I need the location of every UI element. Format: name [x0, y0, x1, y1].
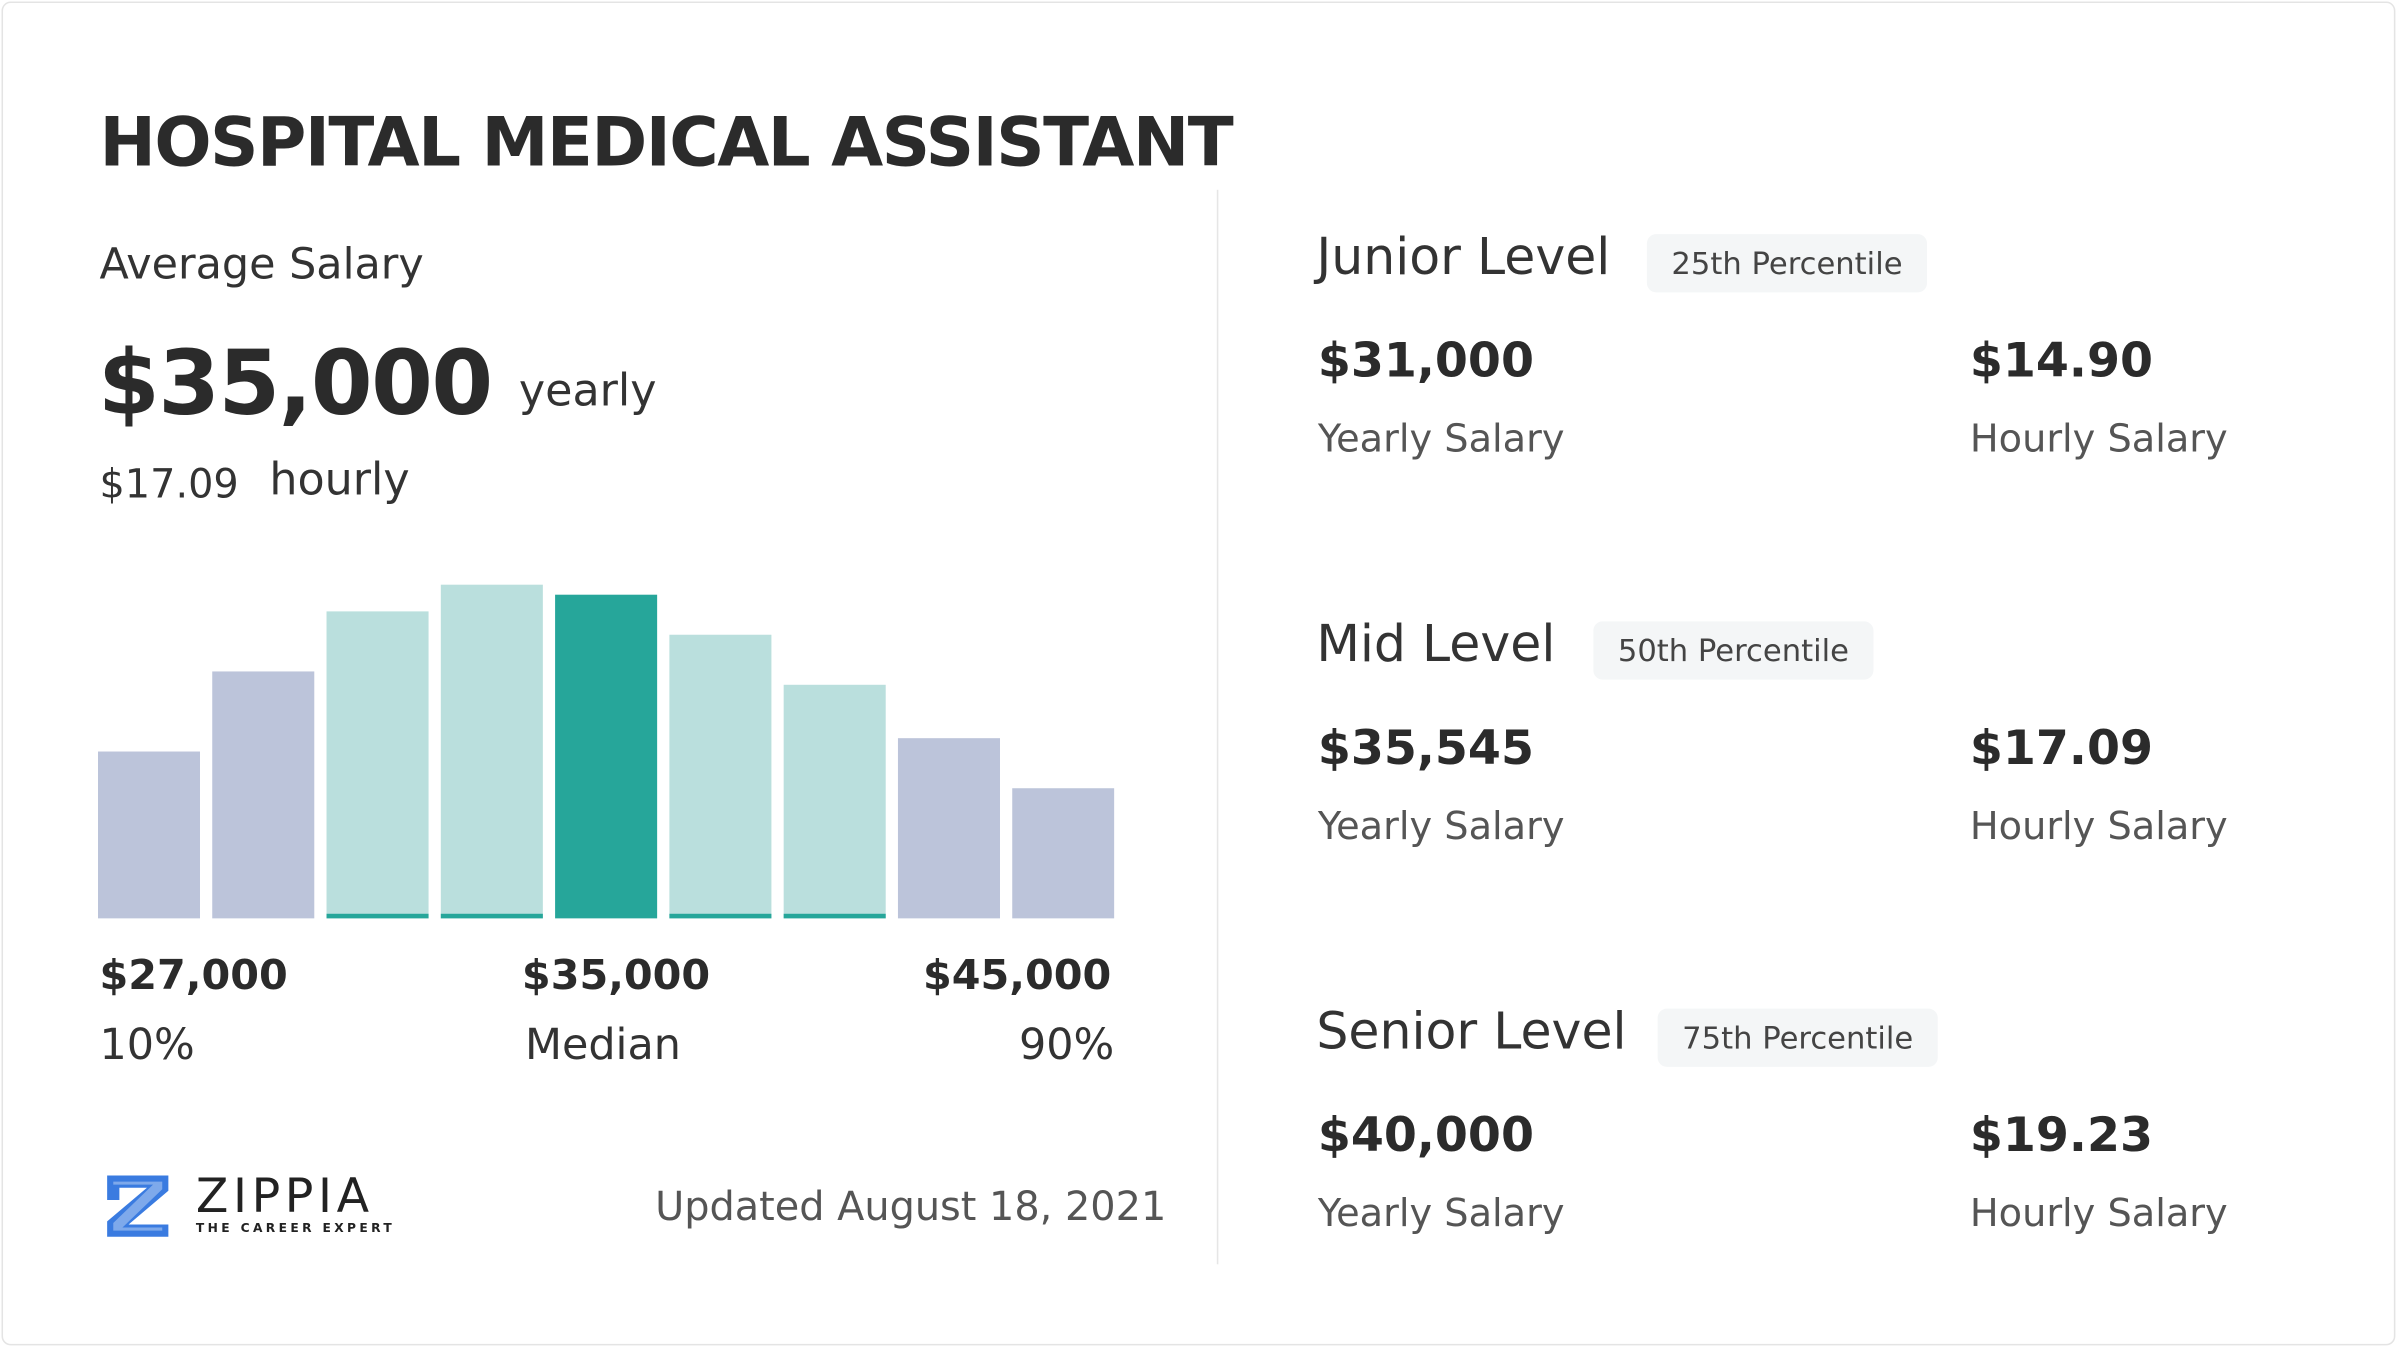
- histogram-bar: [897, 738, 1000, 919]
- level-name: Senior Level: [1316, 1001, 1627, 1061]
- level-yearly-label: Yearly Salary: [1317, 1190, 1565, 1236]
- histogram-bar: [326, 611, 429, 919]
- bar-base-accent: [326, 913, 429, 919]
- column-divider: [1216, 189, 1219, 1265]
- bar-base-accent: [783, 913, 886, 919]
- percentile-badge: 75th Percentile: [1657, 1008, 1938, 1067]
- average-salary-label: Average Salary: [99, 238, 424, 290]
- level-hourly-salary: $14.90: [1969, 333, 2154, 389]
- tick-sub-high: 90%: [1019, 1019, 1115, 1070]
- histogram-bar: [212, 671, 315, 919]
- level-yearly-salary: $35,545: [1317, 720, 1534, 777]
- page-title: HOSPITAL MEDICAL ASSISTANT: [99, 104, 1233, 183]
- level-hourly-salary: $19.23: [1969, 1108, 2154, 1164]
- histogram-bar: [783, 684, 886, 919]
- updated-date: Updated August 18, 2021: [655, 1184, 1167, 1231]
- hourly-unit: hourly: [269, 453, 410, 506]
- salary-distribution-chart: [97, 584, 1115, 919]
- percentile-badge: 25th Percentile: [1646, 234, 1928, 293]
- level-hourly-label: Hourly Salary: [1969, 416, 2228, 461]
- bar-base-accent: [669, 913, 772, 919]
- logo-tagline: THE CAREER EXPERT: [195, 1221, 396, 1236]
- logo-name: ZIPPIA: [195, 1169, 374, 1225]
- histogram-bar: [97, 751, 200, 919]
- histogram-bar: [669, 634, 772, 919]
- average-hourly-salary: $17.09: [99, 462, 239, 509]
- histogram-bar: [1012, 788, 1115, 919]
- tick-label-median: $35,000: [521, 952, 711, 1000]
- tick-sub-low: 10%: [99, 1019, 195, 1070]
- bar-base-accent: [440, 913, 543, 919]
- tick-label-high: $45,000: [922, 952, 1112, 1000]
- level-yearly-salary: $31,000: [1317, 333, 1534, 389]
- level-hourly-salary: $17.09: [1969, 720, 2154, 777]
- level-yearly-label: Yearly Salary: [1317, 803, 1565, 848]
- zippia-logo-icon: [107, 1175, 169, 1237]
- level-yearly-label: Yearly Salary: [1317, 416, 1565, 461]
- median-bar: [555, 594, 658, 919]
- level-yearly-salary: $40,000: [1317, 1108, 1534, 1164]
- level-name: Mid Level: [1316, 613, 1556, 674]
- level-name: Junior Level: [1316, 226, 1611, 287]
- percentile-badge: 50th Percentile: [1593, 621, 1874, 680]
- tick-sub-median: Median: [524, 1019, 681, 1070]
- histogram-bar: [440, 584, 543, 919]
- yearly-unit: yearly: [518, 364, 657, 417]
- average-yearly-salary: $35,000: [97, 330, 493, 435]
- tick-label-low: $27,000: [99, 952, 288, 1000]
- level-hourly-label: Hourly Salary: [1969, 1190, 2228, 1236]
- level-hourly-label: Hourly Salary: [1969, 803, 2228, 848]
